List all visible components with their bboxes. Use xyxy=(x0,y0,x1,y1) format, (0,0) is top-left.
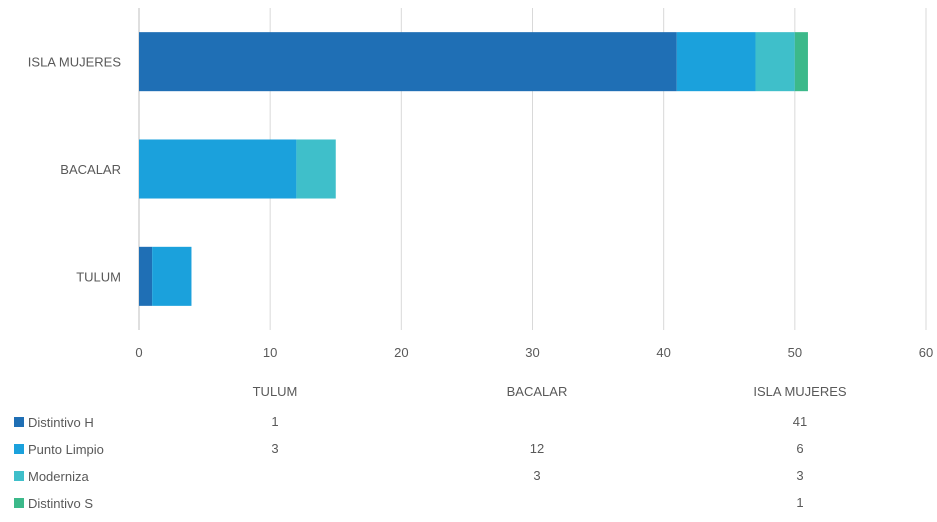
legend-label: Distintivo S xyxy=(28,495,94,511)
x-tick-label: 20 xyxy=(394,345,408,360)
table-cell-value: 1 xyxy=(796,495,804,510)
bar-segment xyxy=(676,32,756,92)
stacked-bar-chart: 0 10 20 30 40 50 60 TULUM BACALAR ISLA MUJERES xyxy=(28,8,933,360)
table-cell-value: 3 xyxy=(271,441,279,456)
table-cell-value: 6 xyxy=(796,441,804,456)
legend-label: Punto Limpio xyxy=(28,441,104,457)
x-tick-label: 0 xyxy=(135,345,142,360)
legend-swatch xyxy=(14,471,24,481)
legend-entry: Moderniza xyxy=(14,464,89,488)
category-label: BACALAR xyxy=(60,162,121,177)
bar-segment xyxy=(139,32,677,92)
table-row: Moderniza 3 3 xyxy=(0,464,937,488)
legend-entry: Punto Limpio xyxy=(14,437,104,461)
table-row: Punto Limpio 3 12 6 xyxy=(0,437,937,461)
table-cell-value: 1 xyxy=(271,414,279,429)
bar-segment xyxy=(794,32,808,92)
bar-segment xyxy=(139,246,153,306)
table-cell-value: 41 xyxy=(792,414,808,429)
x-tick-label: 10 xyxy=(263,345,277,360)
table-cell-value: 12 xyxy=(529,441,545,456)
x-tick-label: 30 xyxy=(525,345,539,360)
category-label: TULUM xyxy=(76,269,121,284)
table-row: Distintivo S 1 xyxy=(0,491,937,515)
table-column-header: ISLA MUJERES xyxy=(753,384,847,399)
data-table: TULUM BACALAR ISLA MUJERES Distintivo H 1 41… xyxy=(0,378,937,522)
bar-segment xyxy=(296,139,336,199)
legend-label: Distintivo H xyxy=(28,414,94,430)
legend-entry: Distintivo S xyxy=(14,491,93,515)
bar-segment xyxy=(152,246,192,306)
x-tick-label: 50 xyxy=(788,345,802,360)
legend-swatch xyxy=(14,498,24,508)
table-cell-value: 3 xyxy=(533,468,541,483)
table-column-header: TULUM xyxy=(252,384,298,399)
x-tick-label: 40 xyxy=(656,345,670,360)
bar-segment xyxy=(139,139,297,199)
table-row: Distintivo H 1 41 xyxy=(0,410,937,434)
legend-swatch xyxy=(14,417,24,427)
legend-label: Moderniza xyxy=(28,468,89,484)
table-column-header: BACALAR xyxy=(506,384,568,399)
table-cell-value: 3 xyxy=(796,468,804,483)
legend-entry: Distintivo H xyxy=(14,410,94,434)
bar-segment xyxy=(755,32,795,92)
category-label: ISLA MUJERES xyxy=(28,55,122,70)
legend-swatch xyxy=(14,444,24,454)
x-tick-label: 60 xyxy=(919,345,933,360)
